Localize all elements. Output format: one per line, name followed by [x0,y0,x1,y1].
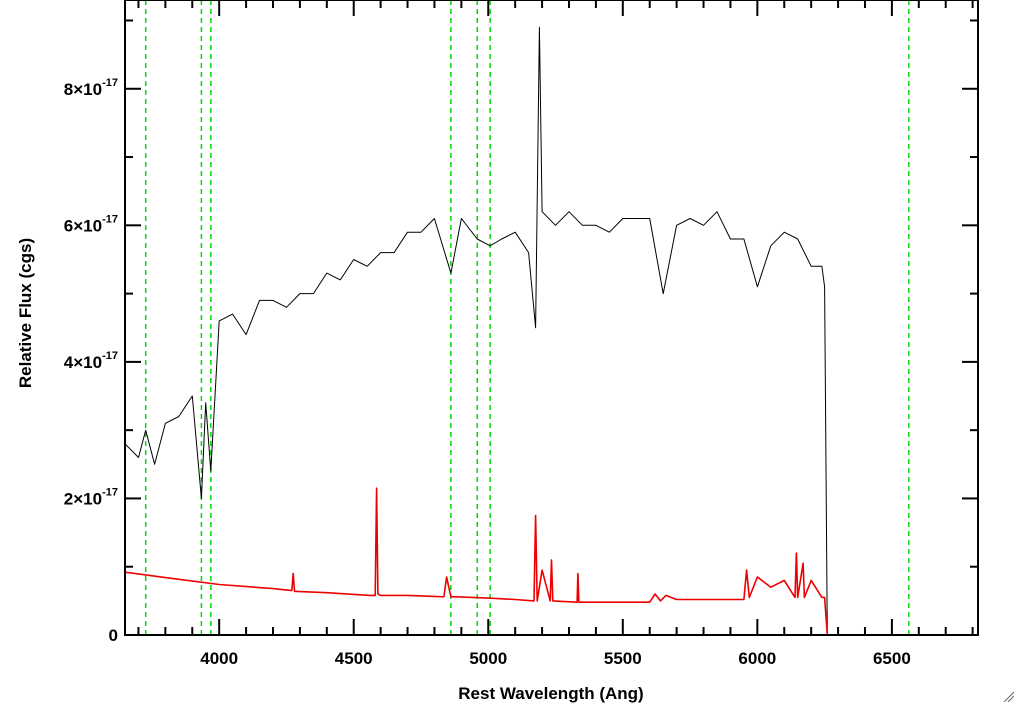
y-tick-label: 8×10-17 [64,77,118,99]
y-tick-label: 0 [109,626,118,645]
x-tick-label: 5000 [469,649,507,668]
x-tick-label: 4500 [335,649,373,668]
x-tick-label: 4000 [200,649,238,668]
plot-frame [124,0,979,636]
x-tick-label: 5500 [604,649,642,668]
y-axis: 0 2×10-17 4×10-17 6×10-17 8×10-17 [64,19,978,645]
y-tick-label: 6×10-17 [64,213,118,235]
x-tick-label: 6500 [873,649,911,668]
x-tick-label: 6000 [738,649,776,668]
x-axis: 4000 4500 5000 5500 6000 6500 [137,0,974,668]
resize-grip-icon[interactable] [1002,690,1014,702]
reference-lines-layer [144,0,910,635]
y-tick-label: 2×10-17 [64,486,118,508]
x-axis-title: Rest Wavelength (Ang) [458,684,643,703]
y-axis-title: Relative Flux (cgs) [16,238,35,388]
series-line-1 [124,487,978,636]
series-line-0 [124,26,978,636]
y-tick-label: 4×10-17 [64,350,118,372]
series-layer [124,26,978,636]
